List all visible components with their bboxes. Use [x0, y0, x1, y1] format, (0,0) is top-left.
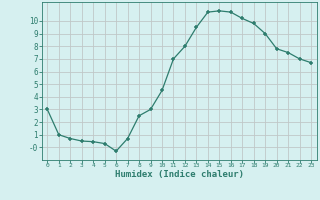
- X-axis label: Humidex (Indice chaleur): Humidex (Indice chaleur): [115, 170, 244, 179]
